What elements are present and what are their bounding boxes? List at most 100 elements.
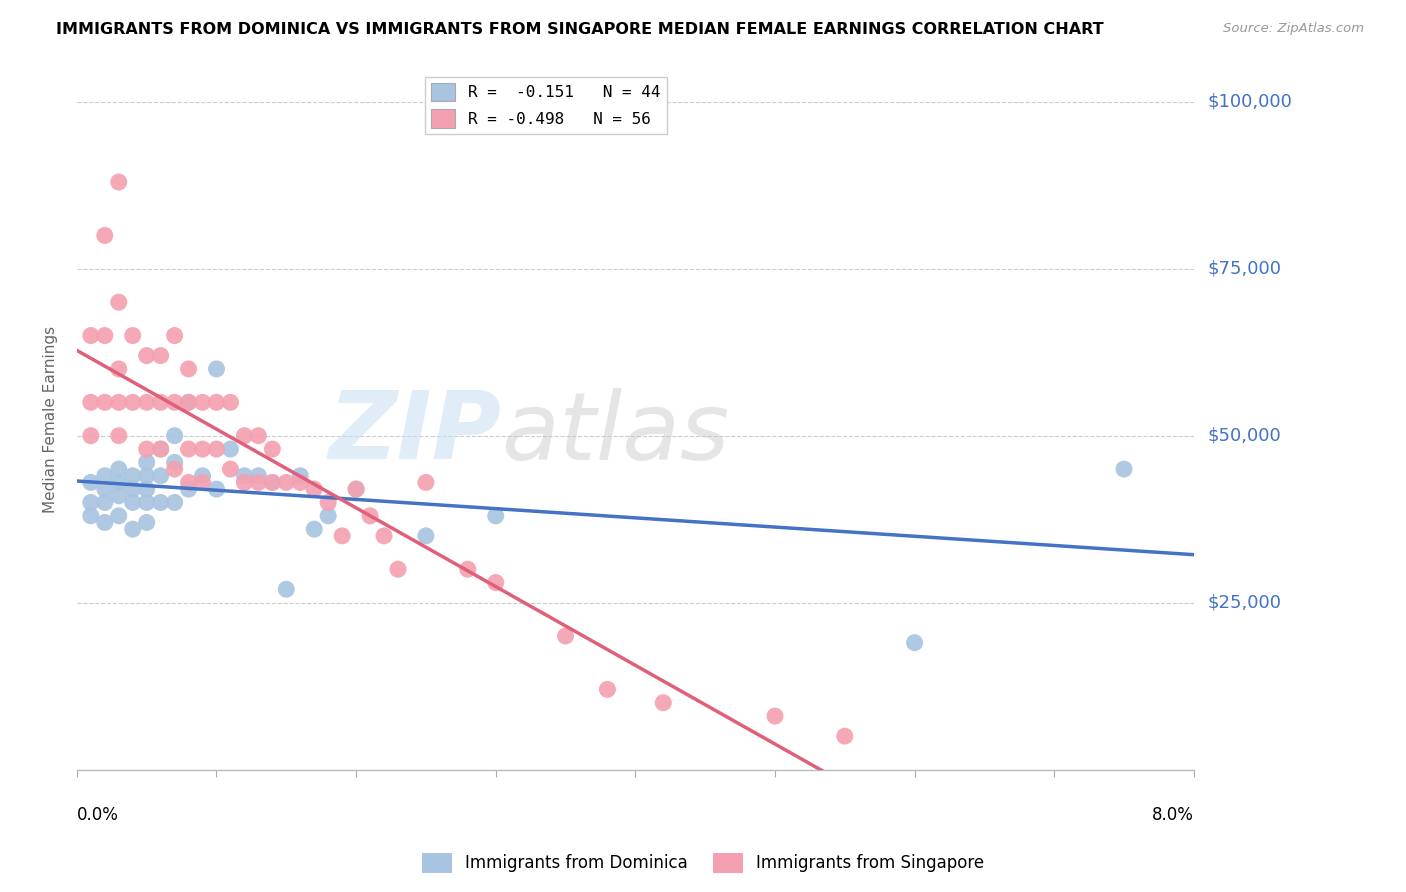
Point — [107, 362, 129, 376]
Point — [163, 428, 186, 442]
Point — [107, 489, 129, 503]
Point — [247, 428, 270, 442]
Point — [485, 508, 508, 523]
Point — [191, 442, 214, 456]
Text: $25,000: $25,000 — [1208, 593, 1282, 612]
Point — [302, 522, 325, 536]
Point — [596, 682, 619, 697]
Point — [233, 428, 256, 442]
Point — [903, 635, 925, 649]
Point — [135, 516, 157, 530]
Point — [177, 482, 200, 496]
Point — [121, 522, 143, 536]
Point — [163, 328, 186, 343]
Point — [457, 562, 479, 576]
Text: Source: ZipAtlas.com: Source: ZipAtlas.com — [1223, 22, 1364, 36]
Point — [344, 482, 367, 496]
Point — [219, 395, 242, 409]
Point — [177, 395, 200, 409]
Point — [135, 349, 157, 363]
Point — [135, 455, 157, 469]
Point — [135, 442, 157, 456]
Point — [1112, 462, 1135, 476]
Point — [316, 495, 339, 509]
Point — [149, 349, 172, 363]
Text: ZIP: ZIP — [329, 387, 502, 479]
Point — [302, 482, 325, 496]
Point — [290, 475, 312, 490]
Point — [149, 442, 172, 456]
Point — [191, 468, 214, 483]
Point — [344, 482, 367, 496]
Point — [121, 482, 143, 496]
Text: 0.0%: 0.0% — [77, 806, 118, 824]
Point — [121, 395, 143, 409]
Point — [834, 729, 856, 743]
Point — [177, 442, 200, 456]
Text: 8.0%: 8.0% — [1152, 806, 1194, 824]
Point — [135, 495, 157, 509]
Point — [94, 228, 117, 243]
Point — [359, 508, 381, 523]
Y-axis label: Median Female Earnings: Median Female Earnings — [44, 326, 58, 513]
Point — [205, 442, 228, 456]
Point — [163, 495, 186, 509]
Point — [149, 495, 172, 509]
Point — [94, 495, 117, 509]
Point — [121, 328, 143, 343]
Point — [80, 395, 103, 409]
Text: $75,000: $75,000 — [1208, 260, 1282, 277]
Point — [763, 709, 786, 723]
Point — [247, 468, 270, 483]
Point — [290, 468, 312, 483]
Point — [387, 562, 409, 576]
Point — [135, 482, 157, 496]
Point — [205, 362, 228, 376]
Point — [415, 529, 437, 543]
Point — [276, 475, 298, 490]
Point — [107, 395, 129, 409]
Point — [554, 629, 576, 643]
Point — [485, 575, 508, 590]
Point — [373, 529, 395, 543]
Point — [276, 582, 298, 597]
Point — [94, 468, 117, 483]
Point — [205, 395, 228, 409]
Point — [94, 395, 117, 409]
Point — [177, 475, 200, 490]
Point — [135, 395, 157, 409]
Point — [316, 508, 339, 523]
Text: $50,000: $50,000 — [1208, 426, 1281, 445]
Point — [80, 508, 103, 523]
Point — [652, 696, 675, 710]
Point — [191, 395, 214, 409]
Point — [177, 395, 200, 409]
Point — [330, 529, 353, 543]
Point — [262, 442, 284, 456]
Legend: R =  -0.151   N = 44, R = -0.498   N = 56: R = -0.151 N = 44, R = -0.498 N = 56 — [425, 77, 666, 134]
Point — [94, 328, 117, 343]
Point — [219, 462, 242, 476]
Point — [177, 362, 200, 376]
Point — [262, 475, 284, 490]
Point — [247, 475, 270, 490]
Point — [80, 495, 103, 509]
Point — [262, 475, 284, 490]
Text: atlas: atlas — [502, 387, 730, 478]
Text: IMMIGRANTS FROM DOMINICA VS IMMIGRANTS FROM SINGAPORE MEDIAN FEMALE EARNINGS COR: IMMIGRANTS FROM DOMINICA VS IMMIGRANTS F… — [56, 22, 1104, 37]
Point — [415, 475, 437, 490]
Point — [233, 475, 256, 490]
Legend: Immigrants from Dominica, Immigrants from Singapore: Immigrants from Dominica, Immigrants fro… — [415, 847, 991, 880]
Point — [233, 468, 256, 483]
Point — [107, 508, 129, 523]
Point — [149, 468, 172, 483]
Point — [107, 295, 129, 310]
Point — [149, 395, 172, 409]
Point — [107, 475, 129, 490]
Point — [205, 482, 228, 496]
Point — [107, 428, 129, 442]
Point — [107, 175, 129, 189]
Point — [149, 442, 172, 456]
Point — [107, 462, 129, 476]
Point — [163, 455, 186, 469]
